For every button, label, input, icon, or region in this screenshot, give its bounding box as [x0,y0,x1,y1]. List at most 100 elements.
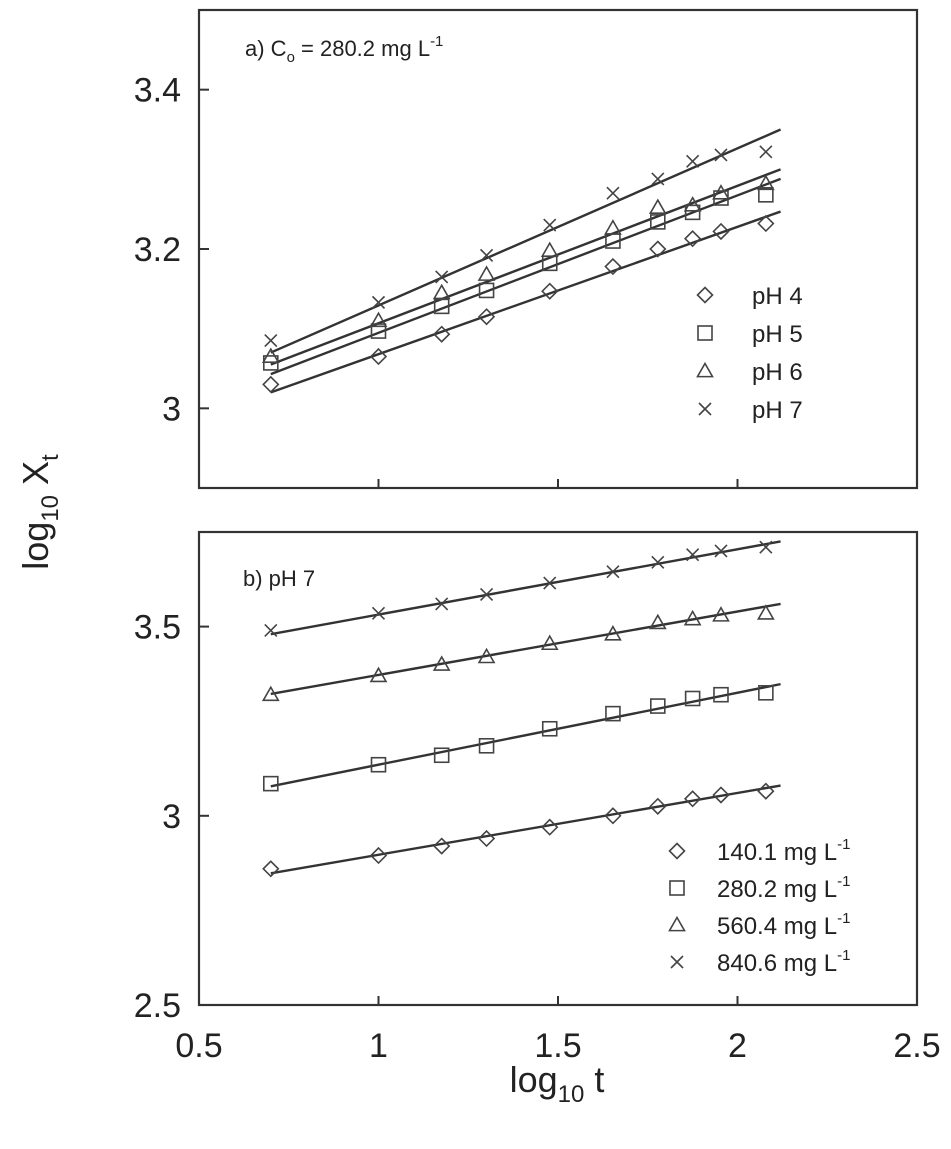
panel-a-series-2-point [433,298,450,315]
panel-b-series-4-point [479,587,494,602]
panel-a-series-2-point [758,187,774,203]
panel-b-fit-line-1 [270,784,781,875]
panel-b-series-1-point [262,860,280,878]
panel-b-series-1-point [369,846,388,865]
panel-a-series-4-point [686,154,700,168]
panel-a-series-4-point [651,172,665,186]
panel-b-series-1-point [649,797,667,815]
panel-b-y-tick-label: 3.5 [134,609,181,647]
panel-a-series-3-point [477,265,496,281]
panel-a-y-tick-label: 3 [162,390,181,428]
panel-b-series-1-point [683,790,702,808]
panel-b-series-3-point [756,604,775,620]
panel-a-series-1-point [477,308,496,326]
panel-b: b) pH 7 2.5 3 3.5 0.5 1 1.5 2 2.5 140.1 mg L-1 2… [134,530,941,1065]
panel-b-series-3-point [261,685,280,702]
panel-a-legend-label-1: pH 4 [752,283,803,310]
panel-b-series-2-point [433,747,450,764]
panel-b-series-4-point [686,548,700,562]
panel-a-legend-marker-2 [697,325,713,341]
panel-b-x-tick-label: 2.5 [893,1027,940,1065]
panel-b-x-tick-label: 1.5 [534,1027,581,1065]
panel-a-series-1-point [262,375,280,394]
y-axis-title: log10 Xt [15,454,64,570]
panel-a-legend-label-4: pH 7 [752,397,803,424]
panel-b-series-2-point [605,705,621,722]
panel-a-title: a) Co = 280.2 mg L-1 [245,33,443,66]
panel-a-series-2-point [478,282,495,299]
panel-b-legend-label-2: 280.2 mg L-1 [717,873,850,903]
panel-a-series-2-point [650,214,666,230]
panel-b-series-3-point [540,634,559,651]
panel-b-series-4-point [759,540,773,554]
panel-a-series-3-point [369,311,388,328]
panel-a-series-3-point [756,174,775,191]
panel-a-frame [197,8,919,490]
panel-a-fit-line-4 [270,128,782,354]
panel-b-x-tick-label: 1 [369,1027,388,1065]
panel-a-legend: pH 4 pH 5 pH 6 pH 7 [696,283,803,424]
panel-a-series-3-point [712,184,730,200]
panel-a-legend-marker-3 [696,361,714,378]
panel-a-series-4-point [435,270,449,284]
panel-a-series-3-point [540,241,559,258]
panel-b-fit-line-4 [270,540,781,636]
panel-a-y-tick-label: 3.4 [134,72,181,110]
panel-a-series-2-point [684,204,701,221]
panel-b-series-3-point [477,647,496,664]
panel-b-legend-marker-2 [669,880,685,896]
panel-b-x-tick-label: 0.5 [175,1027,222,1065]
panel-a-series-4-point [714,148,728,162]
panel-b-series-1-point [541,818,559,836]
panel-b-series-2-point [684,690,701,707]
panel-a-series-1-point [433,325,451,343]
panel-a-series-4-point [606,186,620,200]
panel-a-fit-line-1 [270,210,781,394]
panel-b-series-1-point [712,786,730,804]
panel-a-fit-line-3 [270,168,782,366]
panel-b-legend: 140.1 mg L-1 280.2 mg L-1 560.4 mg L-1 840.… [668,836,850,977]
panel-a-series-2-point [370,323,387,339]
panel-b-series-4-point [543,576,557,590]
panel-b-legend-label-3: 560.4 mg L-1 [717,910,850,940]
panel-a-series-3-point [432,283,451,300]
panel-b-series-3-point [683,609,702,626]
panel-b-legend-label-1: 140.1 mg L-1 [717,836,850,866]
panel-a-series-4-point [264,334,278,348]
panel-a-series-4-point [543,218,557,232]
panel-a-series-4-point [479,248,494,262]
panel-b-series-2-point [758,685,774,701]
panel-a-fit-line-2 [270,177,782,376]
panel-a-series-3-point [261,347,280,363]
panel-a-series-3-point [683,196,702,212]
panel-b-series-3-point [432,655,451,671]
panel-b-legend-marker-4 [670,955,684,969]
panel-a-legend-marker-4 [698,402,712,416]
panel-b-series-2-point [650,698,666,714]
panel-b-y-tick-label: 2.5 [134,987,181,1025]
panel-b-series-4-point [714,544,728,558]
panel-b-series-3-point [604,625,622,641]
panel-a-series-1-point [369,347,388,366]
panel-a-series-1-point [712,222,730,241]
panel-b-series-2-point [713,686,729,703]
panel-b-series-1-point [604,807,622,825]
panel-b-fit-line-2 [270,682,781,788]
panel-b-series-2-point [478,737,495,754]
panel-b-legend-marker-3 [668,915,686,932]
panel-b-series-1-point [757,782,775,800]
panel-a-series-3-point [648,198,667,214]
panel-b-series-3-point [369,666,388,683]
panel-b-series-3-point [648,613,667,630]
panel-b-title: b) pH 7 [243,566,315,591]
panel-a-series-1-point [604,257,622,276]
panel-a-series-1-point [541,282,559,300]
panel-b-series-2-point [541,720,558,737]
panel-b-series-2-point [262,775,279,792]
panel-a-legend-label-2: pH 5 [752,321,803,348]
panel-a-series-4-point [759,145,773,159]
panel-a-y-tick-label: 3.2 [134,231,181,269]
panel-b-series-1-point [477,829,496,848]
panel-a-series-1-point [649,240,667,258]
